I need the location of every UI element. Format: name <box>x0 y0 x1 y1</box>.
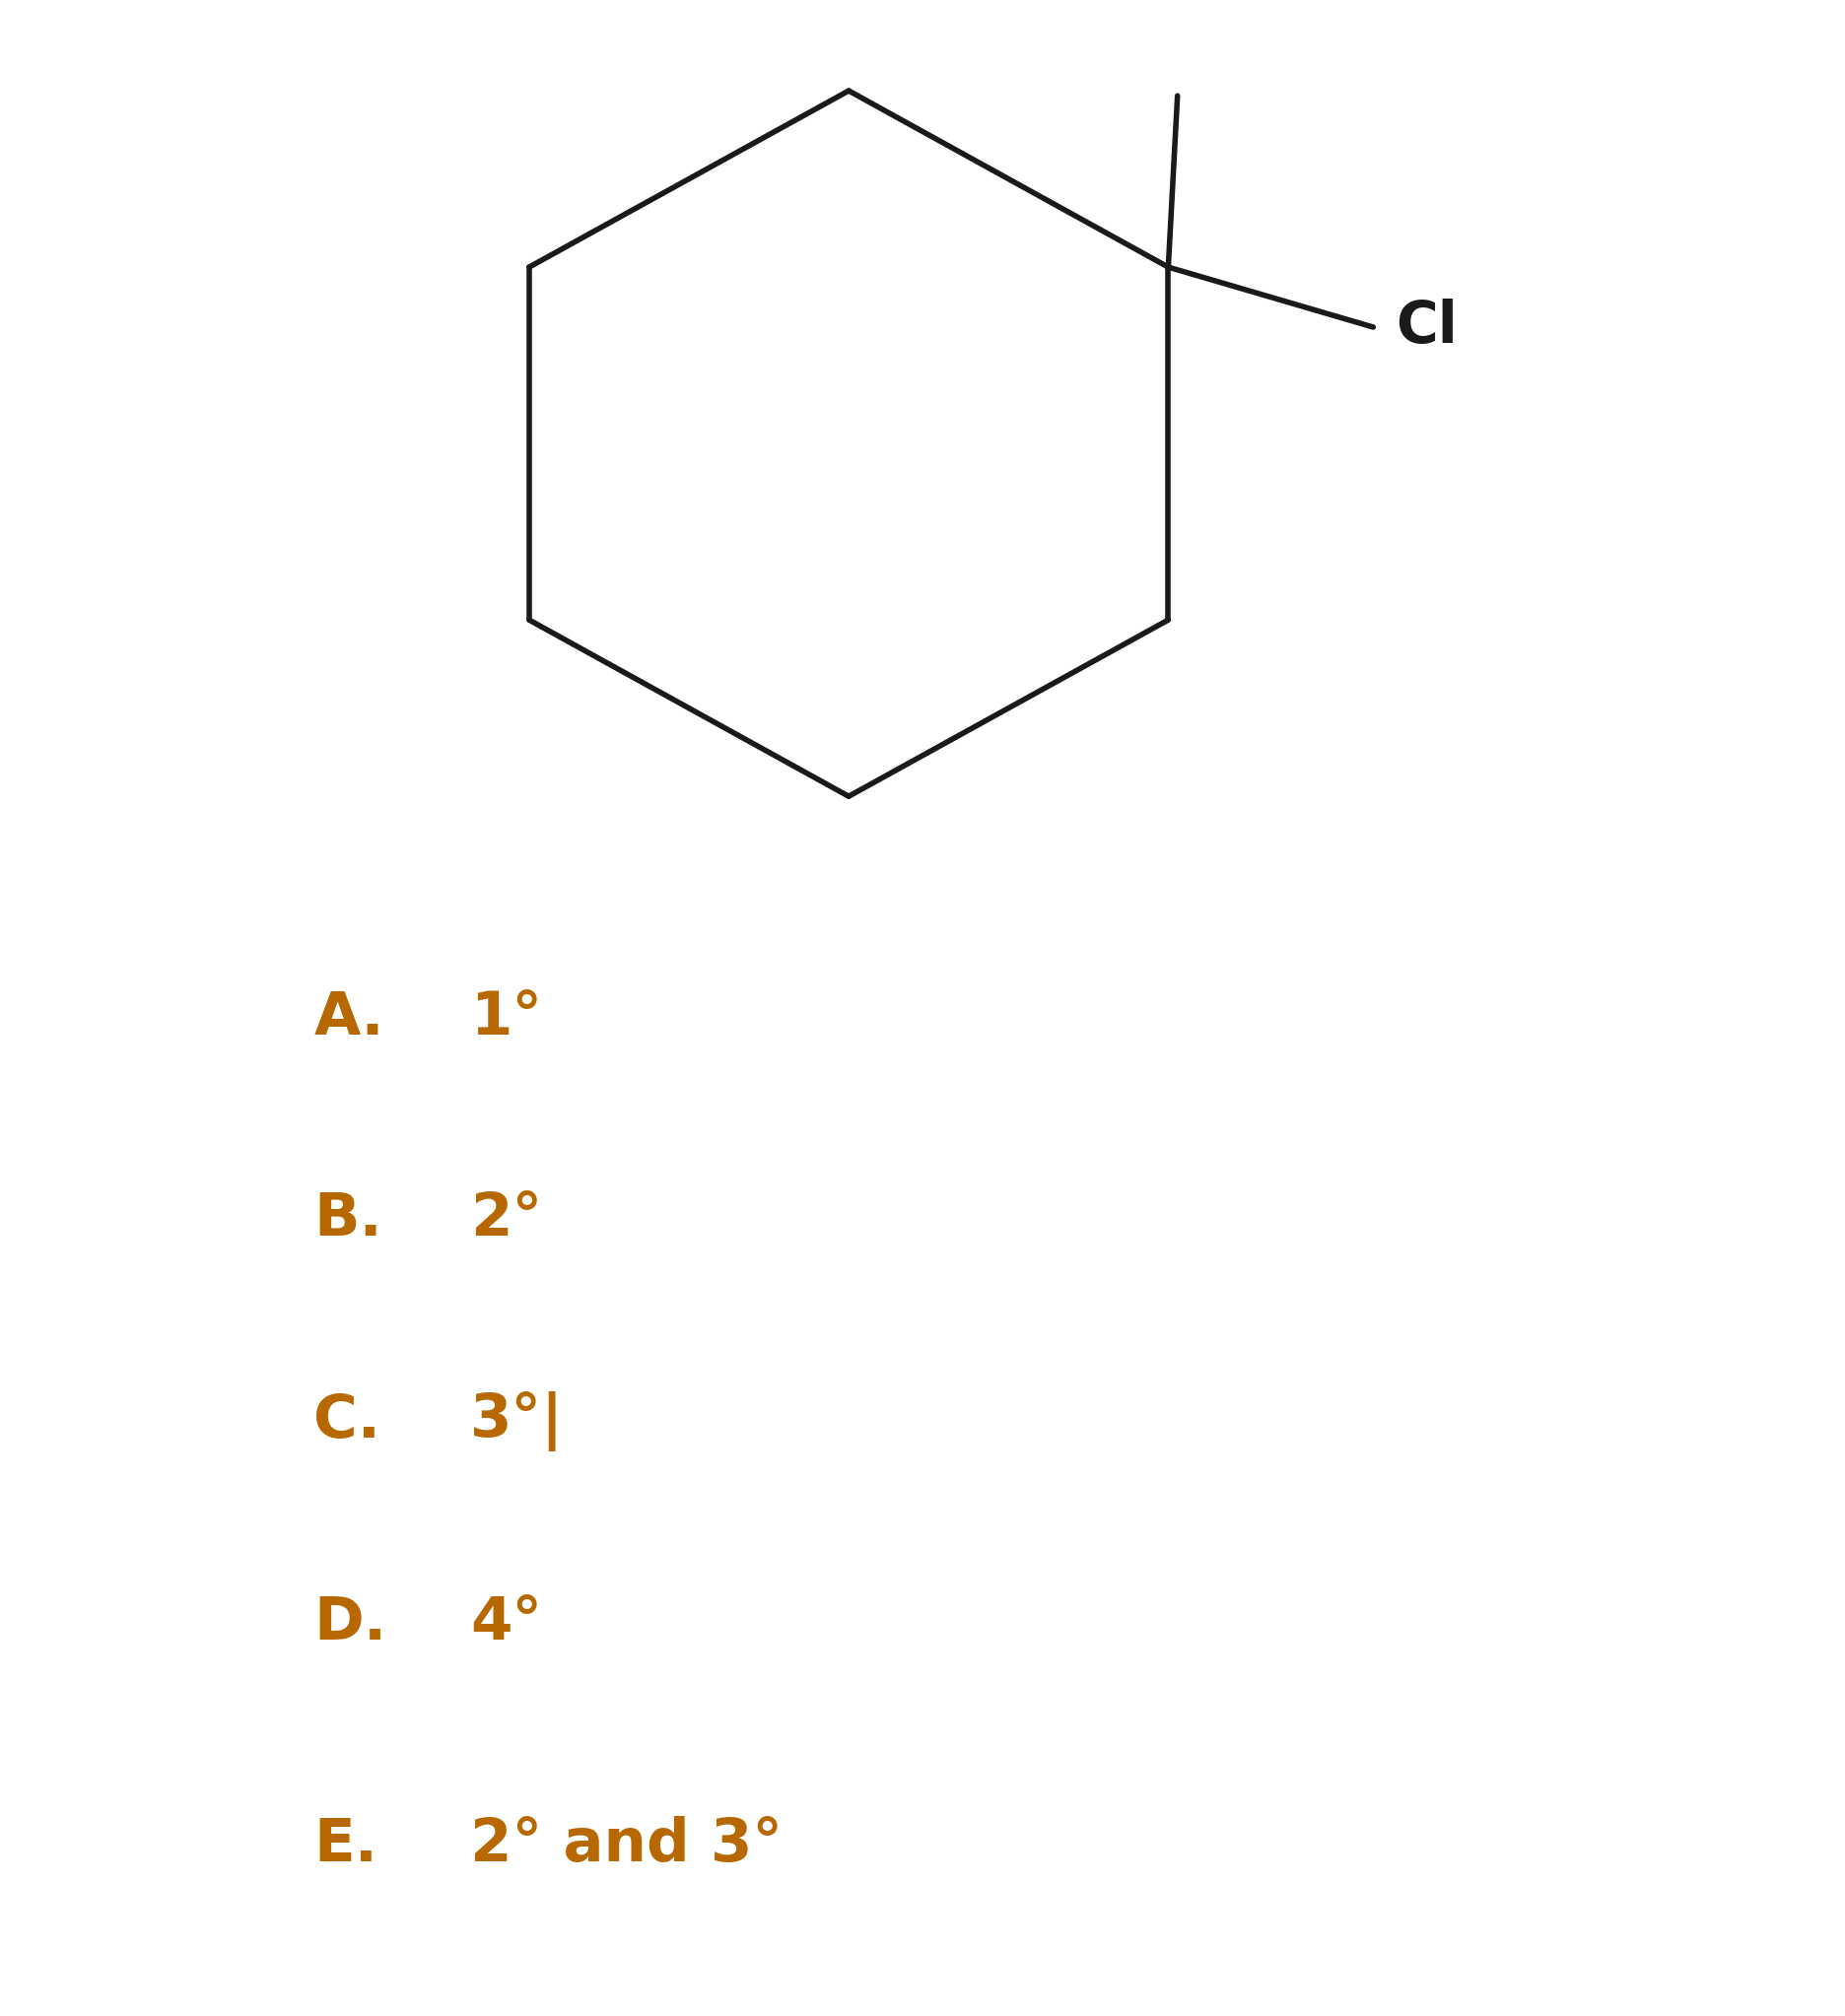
Text: 3°|: 3°| <box>470 1391 565 1452</box>
Text: 2° and 3°: 2° and 3° <box>470 1816 782 1873</box>
Text: D.: D. <box>314 1595 387 1651</box>
Text: 1°: 1° <box>470 990 542 1046</box>
Text: B.: B. <box>314 1191 382 1248</box>
Text: 2°: 2° <box>470 1191 542 1248</box>
Text: E.: E. <box>314 1816 378 1873</box>
Text: Cl: Cl <box>1395 298 1458 355</box>
Text: A.: A. <box>314 990 384 1046</box>
Text: 4°: 4° <box>470 1595 542 1651</box>
Text: C.: C. <box>314 1393 380 1450</box>
